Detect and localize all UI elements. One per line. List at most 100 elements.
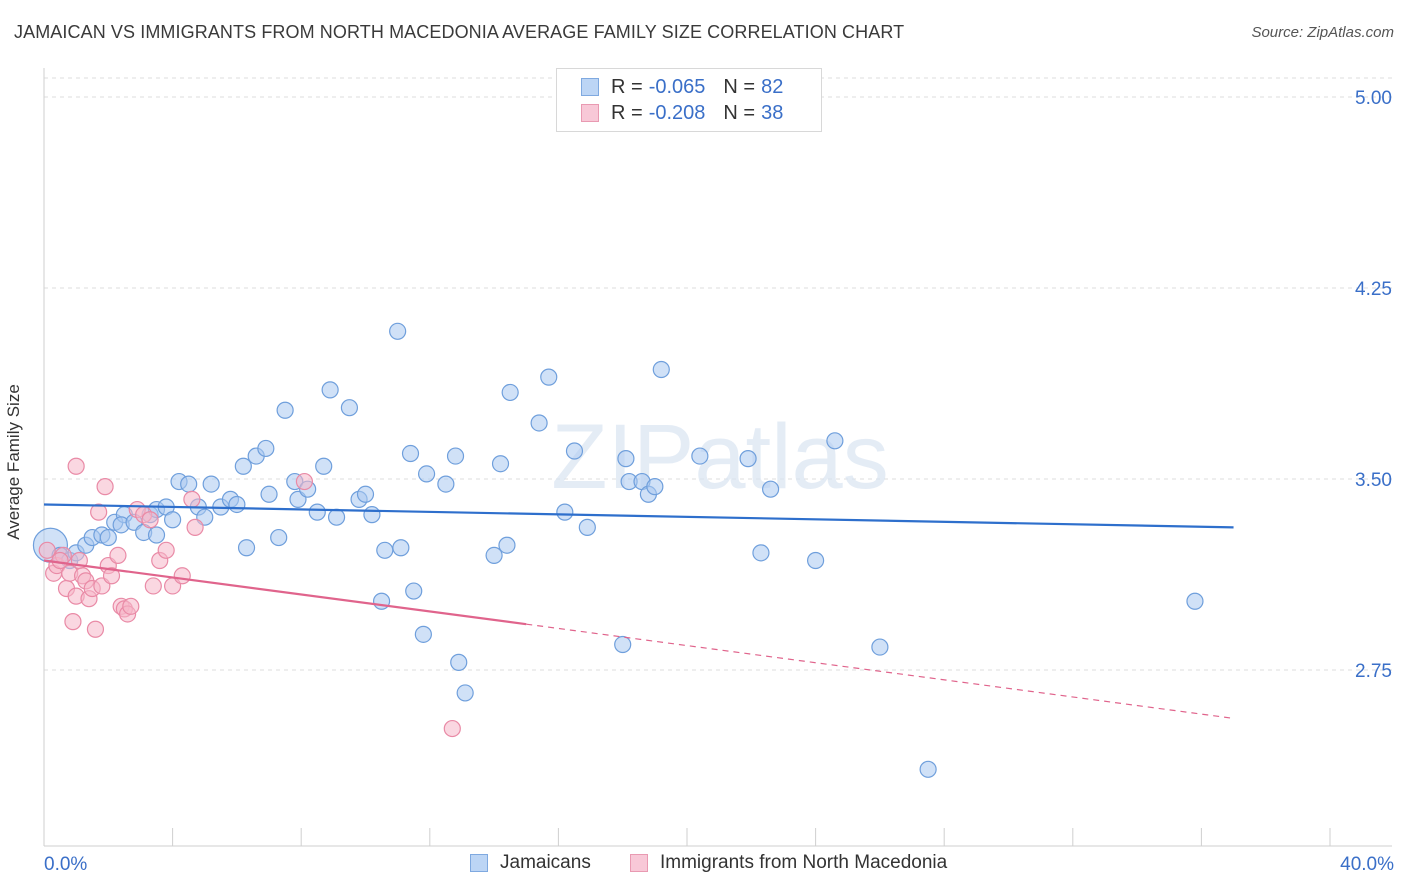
jamaican-point	[437, 475, 455, 493]
source-label: Source: ZipAtlas.com	[1251, 24, 1394, 41]
jamaican-point	[652, 360, 670, 379]
jamaican-point	[164, 511, 182, 529]
chart-title: JAMAICAN VS IMMIGRANTS FROM NORTH MACEDO…	[14, 22, 905, 42]
macedonia-point	[173, 567, 191, 585]
jamaican-point	[485, 546, 503, 565]
jamaican-point	[308, 503, 326, 521]
jamaican-point	[752, 544, 770, 562]
jamaican-point	[761, 480, 780, 498]
macedonia-point	[38, 541, 56, 559]
macedonia-point	[90, 503, 108, 521]
jamaican-point	[614, 635, 632, 654]
jamaican-point	[530, 414, 548, 432]
legend-n-value: 38	[761, 101, 784, 124]
jamaican-point	[446, 447, 465, 465]
legend-swatch-pink	[581, 104, 599, 122]
macedonia-point	[295, 472, 314, 491]
jamaican-point	[276, 401, 294, 419]
jamaican-point	[260, 485, 278, 503]
legend-n-label: N =	[723, 101, 756, 124]
jamaican-point	[340, 399, 359, 417]
legend-r-label: R =	[611, 101, 643, 124]
bottom-legend-label: Jamaicans	[500, 852, 591, 873]
jamaican-point	[826, 432, 844, 450]
y-tick-label: 4.25	[1355, 279, 1392, 300]
jamaican-point	[617, 450, 635, 468]
jamaican-point	[147, 526, 166, 544]
jamaican-point	[691, 447, 709, 465]
jamaican-point	[180, 475, 198, 493]
macedonia-point	[141, 511, 159, 529]
grid-layer	[44, 77, 1392, 671]
x-tick-label: 0.0%	[44, 854, 87, 875]
jamaican-point	[578, 518, 596, 536]
jamaican-point	[202, 475, 220, 493]
macedonia-point	[51, 551, 69, 570]
jamaican-point	[389, 322, 407, 340]
bottom-swatch-blue	[470, 854, 488, 872]
macedonia-point	[122, 597, 140, 615]
jamaican-point	[646, 478, 664, 496]
y-tick-label: 5.00	[1355, 88, 1392, 109]
jamaican-point	[501, 383, 519, 402]
legend-row-jamaicans: R = -0.065 N = 82	[581, 75, 783, 99]
jamaican-point	[327, 508, 346, 526]
jamaican-trendline	[43, 503, 1234, 529]
jamaican-point	[498, 536, 516, 554]
jamaican-point	[1186, 592, 1204, 610]
legend-row-macedonia: R = -0.208 N = 38	[581, 101, 783, 125]
jamaican-point	[321, 381, 339, 399]
jamaican-point	[392, 539, 410, 557]
jamaican-point	[401, 444, 420, 463]
legend-swatch-blue	[581, 78, 599, 96]
watermark: ZIPatlas	[551, 406, 888, 508]
macedonia-point	[64, 613, 82, 631]
macedonia-point	[67, 457, 85, 475]
macedonia-point	[183, 490, 201, 508]
jamaican-point	[556, 503, 574, 521]
jamaican-point	[257, 439, 275, 458]
jamaican-point	[234, 457, 252, 475]
jamaican-point	[315, 457, 333, 475]
jamaican-point	[405, 582, 423, 600]
jamaican-point	[565, 442, 584, 460]
jamaican-point	[356, 485, 375, 503]
macedonia-point	[102, 567, 121, 585]
legend-n-label: N =	[723, 75, 756, 98]
jamaican-point	[450, 653, 468, 671]
jamaican-point	[540, 368, 558, 386]
y-tick-label: 3.50	[1355, 470, 1392, 491]
legend-r-label: R =	[611, 75, 643, 98]
x-tick-label: 40.0%	[1340, 854, 1394, 875]
jamaican-point	[270, 528, 288, 547]
macedonia-point	[96, 478, 114, 496]
points-layer	[32, 322, 1204, 778]
macedonia-trendline	[43, 559, 527, 626]
bottom-legend-label: Immigrants from North Macedonia	[660, 852, 948, 873]
bottom-legend-macedonia: Immigrants from North Macedonia	[630, 852, 947, 874]
jamaican-point	[414, 625, 432, 643]
jamaican-point	[739, 450, 757, 468]
jamaican-point	[417, 465, 436, 483]
jamaican-point	[491, 455, 510, 473]
jamaican-point	[456, 684, 474, 702]
jamaican-point	[919, 760, 937, 778]
macedonia-point	[144, 577, 162, 595]
jamaican-point	[228, 495, 246, 514]
trend-layer	[43, 503, 1234, 719]
jamaican-point	[871, 638, 889, 656]
macedonia-point	[157, 541, 175, 559]
bottom-legend: Jamaicans Immigrants from North Macedoni…	[0, 852, 1406, 878]
macedonia-trendline-extension	[526, 623, 1234, 719]
y-axis-label: Average Family Size	[4, 384, 23, 540]
jamaican-point	[99, 528, 117, 547]
axis-layer	[43, 68, 1392, 847]
bottom-swatch-pink	[630, 854, 648, 872]
jamaican-point	[363, 506, 381, 524]
legend-n-value: 82	[761, 75, 784, 98]
jamaican-point	[806, 551, 825, 570]
jamaican-point	[237, 539, 256, 557]
macedonia-point	[86, 620, 105, 638]
legend-r-value: -0.208	[648, 101, 706, 124]
